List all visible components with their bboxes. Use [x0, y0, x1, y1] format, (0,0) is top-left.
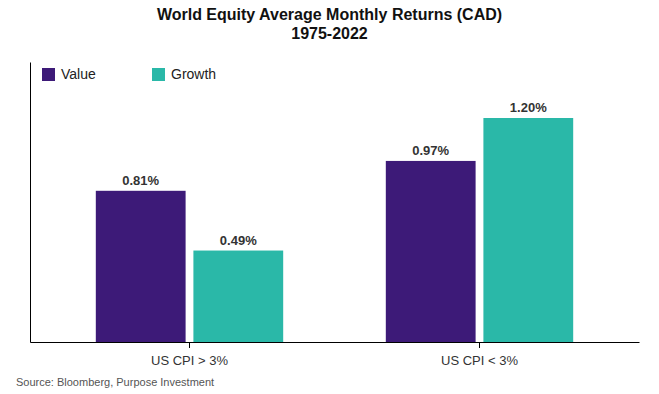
bar — [483, 118, 573, 342]
bar — [386, 161, 476, 342]
data-label: 1.20% — [510, 100, 547, 115]
x-tick-mark — [189, 342, 190, 348]
x-tick-label: US CPI < 3% — [441, 353, 518, 368]
legend-item: Growth — [152, 66, 216, 82]
legend-swatch — [152, 68, 165, 81]
bar — [96, 191, 186, 342]
bar — [193, 251, 283, 342]
plot-area: 0.81% 0.97% 0.49% 1.20% US CPI > 3% US CPI < … — [31, 63, 640, 369]
data-label: 0.81% — [122, 173, 159, 188]
chart-container: World Equity Average Monthly Returns (CA… — [0, 0, 659, 394]
chart-title-line: 1975-2022 — [291, 25, 368, 42]
x-axis: US CPI > 3% US CPI < 3% — [31, 342, 640, 368]
data-label: 0.97% — [412, 143, 449, 158]
x-tick: US CPI < 3% — [441, 342, 518, 368]
y-axis — [30, 63, 31, 343]
data-labels: 0.81% 0.97% 0.49% 1.20% — [122, 100, 547, 248]
x-tick-mark — [479, 342, 480, 348]
x-axis-line — [31, 342, 640, 343]
legend-swatch — [42, 68, 55, 81]
bars — [96, 118, 573, 342]
legend: Value Growth — [42, 66, 216, 82]
legend-item: Value — [42, 66, 96, 82]
chart-title-line: World Equity Average Monthly Returns (CA… — [157, 6, 502, 23]
legend-label: Growth — [171, 66, 216, 82]
bar-series — [96, 161, 476, 342]
x-tick: US CPI > 3% — [151, 342, 228, 368]
data-label: 0.49% — [220, 233, 257, 248]
chart-title: World Equity Average Monthly Returns (CA… — [157, 6, 502, 42]
chart-svg: World Equity Average Monthly Returns (CA… — [0, 0, 659, 394]
bar-series — [193, 118, 573, 342]
source-note: Source: Bloomberg, Purpose Investment — [16, 376, 214, 388]
y-axis-line — [30, 63, 31, 343]
x-tick-label: US CPI > 3% — [151, 353, 228, 368]
legend-label: Value — [61, 66, 96, 82]
